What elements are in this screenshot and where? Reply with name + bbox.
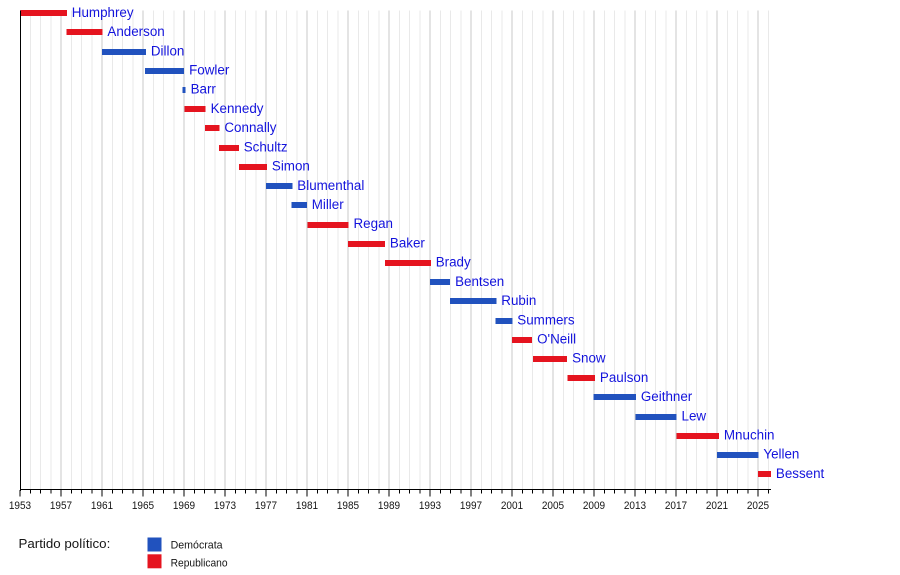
- svg-text:Mnuchin: Mnuchin: [724, 428, 775, 443]
- svg-text:1953: 1953: [9, 500, 31, 512]
- svg-text:2001: 2001: [501, 500, 523, 512]
- svg-text:Brady: Brady: [436, 255, 471, 270]
- svg-text:Geithner: Geithner: [641, 389, 693, 404]
- svg-text:Summers: Summers: [517, 312, 575, 327]
- svg-text:1969: 1969: [173, 500, 195, 512]
- svg-text:1973: 1973: [214, 500, 236, 512]
- svg-text:Partido político:: Partido político:: [19, 536, 111, 551]
- svg-text:2017: 2017: [665, 500, 687, 512]
- svg-text:Dillon: Dillon: [151, 43, 185, 58]
- svg-text:1977: 1977: [255, 500, 277, 512]
- svg-text:Connally: Connally: [224, 120, 276, 135]
- svg-text:Barr: Barr: [191, 82, 217, 97]
- svg-text:1997: 1997: [460, 500, 482, 512]
- svg-text:2021: 2021: [706, 500, 728, 512]
- svg-text:Paulson: Paulson: [600, 370, 648, 385]
- svg-text:Fowler: Fowler: [189, 63, 230, 78]
- svg-text:Anderson: Anderson: [107, 24, 164, 39]
- svg-text:Bentsen: Bentsen: [455, 274, 504, 289]
- svg-text:Demócrata: Demócrata: [171, 540, 223, 552]
- svg-text:Humphrey: Humphrey: [72, 5, 134, 20]
- svg-text:2009: 2009: [583, 500, 605, 512]
- svg-text:1993: 1993: [419, 500, 441, 512]
- svg-text:1957: 1957: [50, 500, 72, 512]
- svg-text:Republicano: Republicano: [171, 557, 228, 569]
- svg-text:2005: 2005: [542, 500, 564, 512]
- svg-text:1965: 1965: [132, 500, 154, 512]
- svg-text:1981: 1981: [296, 500, 318, 512]
- svg-text:O'Neill: O'Neill: [537, 331, 576, 346]
- svg-text:Lew: Lew: [682, 408, 707, 423]
- svg-text:1985: 1985: [337, 500, 359, 512]
- svg-text:Snow: Snow: [572, 351, 606, 366]
- svg-text:2025: 2025: [747, 500, 769, 512]
- svg-text:1961: 1961: [91, 500, 113, 512]
- svg-text:Kennedy: Kennedy: [211, 101, 264, 116]
- svg-text:Rubin: Rubin: [501, 293, 536, 308]
- svg-text:Bessent: Bessent: [776, 466, 825, 481]
- svg-text:Blumenthal: Blumenthal: [297, 178, 364, 193]
- svg-text:Miller: Miller: [312, 197, 345, 212]
- svg-text:1989: 1989: [378, 500, 400, 512]
- svg-text:Baker: Baker: [390, 235, 426, 250]
- svg-text:Schultz: Schultz: [244, 139, 288, 154]
- svg-text:2013: 2013: [624, 500, 646, 512]
- svg-text:Simon: Simon: [272, 159, 310, 174]
- svg-text:Yellen: Yellen: [763, 447, 799, 462]
- svg-text:Regan: Regan: [354, 216, 393, 231]
